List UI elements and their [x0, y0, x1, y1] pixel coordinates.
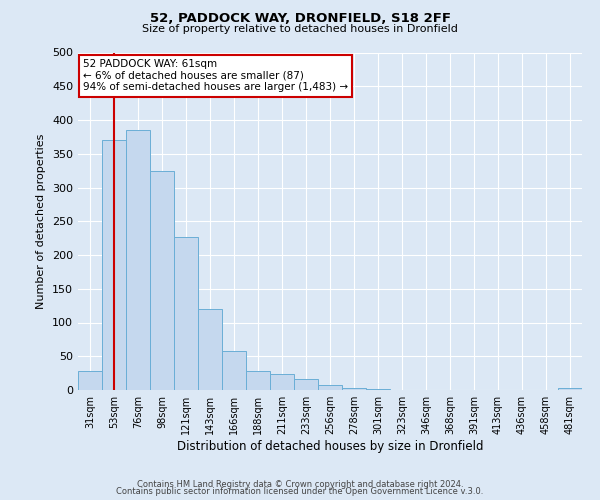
- Bar: [294, 378, 318, 390]
- Y-axis label: Number of detached properties: Number of detached properties: [37, 134, 46, 309]
- Text: Size of property relative to detached houses in Dronfield: Size of property relative to detached ho…: [142, 24, 458, 34]
- Bar: [198, 309, 222, 390]
- Bar: [174, 238, 198, 390]
- Bar: [558, 388, 582, 390]
- Text: 52 PADDOCK WAY: 61sqm
← 6% of detached houses are smaller (87)
94% of semi-detac: 52 PADDOCK WAY: 61sqm ← 6% of detached h…: [83, 59, 348, 92]
- Bar: [78, 371, 102, 390]
- Bar: [318, 384, 342, 390]
- Bar: [270, 374, 294, 390]
- Text: 52, PADDOCK WAY, DRONFIELD, S18 2FF: 52, PADDOCK WAY, DRONFIELD, S18 2FF: [149, 12, 451, 26]
- Bar: [102, 140, 126, 390]
- Bar: [342, 388, 366, 390]
- Bar: [150, 170, 174, 390]
- X-axis label: Distribution of detached houses by size in Dronfield: Distribution of detached houses by size …: [177, 440, 483, 453]
- Bar: [222, 351, 246, 390]
- Bar: [126, 130, 150, 390]
- Bar: [246, 371, 270, 390]
- Text: Contains HM Land Registry data © Crown copyright and database right 2024.: Contains HM Land Registry data © Crown c…: [137, 480, 463, 489]
- Text: Contains public sector information licensed under the Open Government Licence v.: Contains public sector information licen…: [116, 488, 484, 496]
